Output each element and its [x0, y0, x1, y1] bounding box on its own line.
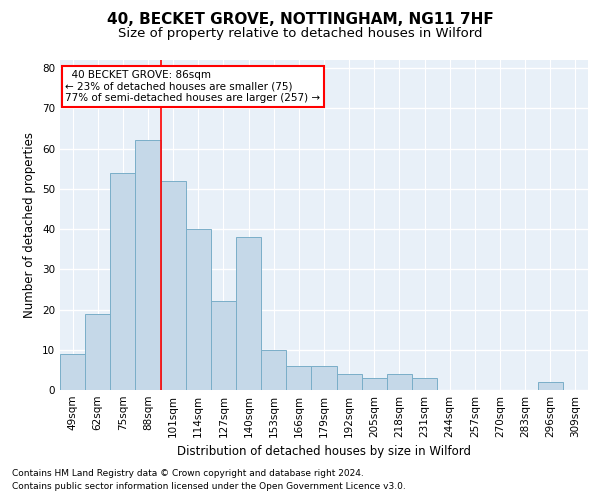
- Bar: [186, 229, 211, 390]
- Bar: [538, 382, 563, 390]
- Bar: [412, 378, 437, 390]
- Text: Contains HM Land Registry data © Crown copyright and database right 2024.: Contains HM Land Registry data © Crown c…: [12, 469, 364, 478]
- Text: Contains public sector information licensed under the Open Government Licence v3: Contains public sector information licen…: [12, 482, 406, 491]
- Bar: [161, 180, 186, 390]
- Text: Size of property relative to detached houses in Wilford: Size of property relative to detached ho…: [118, 28, 482, 40]
- Bar: [110, 172, 136, 390]
- Bar: [136, 140, 161, 390]
- Bar: [85, 314, 110, 390]
- Bar: [311, 366, 337, 390]
- Bar: [60, 354, 85, 390]
- Bar: [261, 350, 286, 390]
- Y-axis label: Number of detached properties: Number of detached properties: [23, 132, 37, 318]
- Bar: [236, 237, 261, 390]
- Text: 40 BECKET GROVE: 86sqm
← 23% of detached houses are smaller (75)
77% of semi-det: 40 BECKET GROVE: 86sqm ← 23% of detached…: [65, 70, 320, 103]
- Bar: [362, 378, 387, 390]
- Text: 40, BECKET GROVE, NOTTINGHAM, NG11 7HF: 40, BECKET GROVE, NOTTINGHAM, NG11 7HF: [107, 12, 493, 28]
- Bar: [211, 302, 236, 390]
- Bar: [286, 366, 311, 390]
- Bar: [337, 374, 362, 390]
- X-axis label: Distribution of detached houses by size in Wilford: Distribution of detached houses by size …: [177, 446, 471, 458]
- Bar: [387, 374, 412, 390]
